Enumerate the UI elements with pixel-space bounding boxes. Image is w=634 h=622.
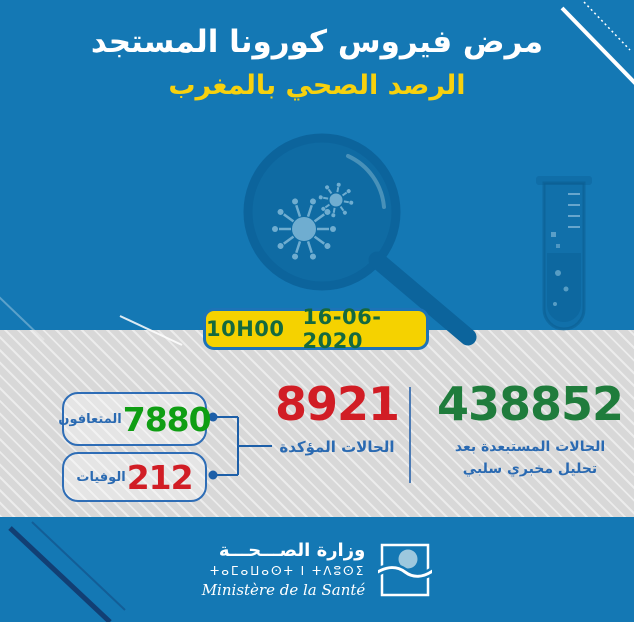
ministry-name-block: وزارة الصـــحـــة ⵜⴰⵎⴰⵡⴰⵙⵜ ⵏ ⵜⴷⵓⵙⵉ Minis… [202, 540, 366, 599]
ministry-name-arabic: وزارة الصـــحـــة [218, 540, 366, 562]
recovered-label: المتعافون [58, 411, 122, 427]
date-badge: 10H00 16-06-2020 [203, 305, 429, 353]
virus-large-icon [272, 198, 336, 260]
footer: وزارة الصـــحـــة ⵜⴰⵎⴰⵡⴰⵙⵜ ⵏ ⵜⴷⵓⵙⵉ Minis… [0, 517, 634, 622]
test-tube-icon [536, 176, 592, 331]
ministry-name-tifinagh: ⵜⴰⵎⴰⵡⴰⵙⵜ ⵏ ⵜⴷⵓⵙⵉ [210, 563, 366, 578]
deaths-value: 212 [126, 457, 194, 497]
page-title: مرض فيروس كورونا المستجد [90, 24, 544, 60]
page-subtitle: الرصد الصحي بالمغرب [168, 69, 466, 101]
deaths-label: الوفيات [76, 469, 126, 485]
excluded-label-line2: تحليل مخبري سلبي [462, 460, 598, 477]
recovered-value: 7880 [122, 399, 212, 439]
excluded-value: 438852 [436, 377, 624, 431]
virus-small-icon [318, 182, 354, 218]
badge-date: 16-06-2020 [302, 305, 382, 353]
badge-time: 10H00 [206, 317, 285, 341]
excluded-label-line1: الحالات المستبعدة بعد [454, 439, 606, 455]
recovered-box: المتعافون 7880 [58, 392, 212, 446]
ministry-name-french: Ministère de la Santé [201, 580, 366, 599]
ministry-logo-icon [378, 543, 433, 596]
stats-band [0, 330, 634, 517]
header: مرض فيروس كورونا المستجد الرصد الصحي بال… [0, 22, 634, 101]
excluded-label: الحالات المستبعدة بعد تحليل مخبري سلبي [428, 437, 632, 480]
confirmed-label: الحالات المؤكدة [279, 438, 395, 456]
confirmed-value: 8921 [274, 377, 400, 431]
footer-diagonal-decor [8, 521, 126, 622]
deaths-box: الوفيات 212 [62, 452, 207, 502]
